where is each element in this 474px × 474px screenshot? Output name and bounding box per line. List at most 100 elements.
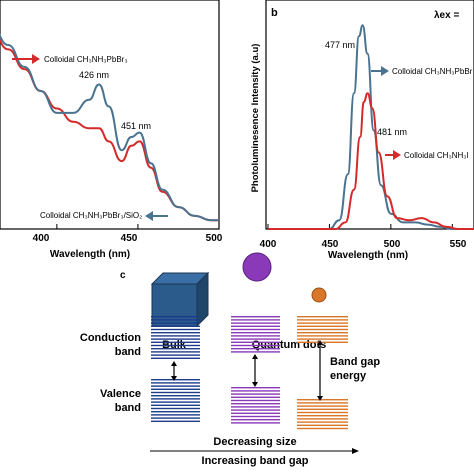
label-red-a: Colloidal CH₃NH₃PbBr₃ xyxy=(44,55,128,64)
peak-477-label: 477 nm xyxy=(325,40,355,50)
panel-c: c Bulk Quantum dots Conduction band Vale… xyxy=(80,252,380,467)
bulk-conduction-band-line xyxy=(151,322,200,324)
label-red-b: Colloidal CH₃NH₃l xyxy=(404,151,469,160)
large-dot-conduction-band-line xyxy=(231,338,280,340)
panel-a-ticks xyxy=(56,224,220,229)
peak-426-label: 426 nm xyxy=(79,70,109,80)
tick-label-500-b: 500 xyxy=(384,239,401,250)
tick-label-400-b: 400 xyxy=(260,239,277,250)
small-dot-valence-band-line xyxy=(297,411,348,414)
bulk-valence-band xyxy=(151,379,200,422)
bulk-conduction-band-line xyxy=(151,325,200,327)
bulk-valence-band-line xyxy=(151,379,200,381)
large-dot-conduction-band-line xyxy=(231,348,280,350)
bulk-conduction-band-line xyxy=(151,348,200,350)
tick-label-400-a: 400 xyxy=(33,233,50,244)
bulk-conduction-band xyxy=(151,316,200,359)
panel-b-series-blue-line xyxy=(267,24,474,230)
small-dot-valence-band-line xyxy=(297,421,348,423)
large-dot-conduction-band-line xyxy=(231,344,280,347)
tick-label-500-a: 500 xyxy=(206,233,223,244)
large-dot-conduction-band-line xyxy=(231,332,280,334)
large-quantum-dot-icon xyxy=(242,252,272,282)
decreasing-size-label: Decreasing size xyxy=(213,436,296,448)
large-dot-conduction-band-line xyxy=(231,335,280,337)
small-quantum-dot-icon xyxy=(311,287,327,303)
small-dot-conduction-band-line xyxy=(297,341,348,343)
tick-label-550-b: 550 xyxy=(450,239,467,250)
panel-b: b λex = Photoluminesence Intensity (a.u)… xyxy=(250,0,474,261)
panel-c-letter: c xyxy=(120,270,126,281)
small-dot-valence-band-line xyxy=(297,402,348,404)
small-dot-conduction-band-line xyxy=(297,328,348,331)
bulk-valence-band-line xyxy=(151,385,200,387)
small-dot-conduction-band-line xyxy=(297,332,348,334)
large-dot-conduction-band-line xyxy=(231,325,280,327)
bulk-valence-band-line xyxy=(151,411,200,413)
tick-label-450-a: 450 xyxy=(121,233,138,244)
small-dot-valence-band xyxy=(297,399,348,430)
panel-a-series-blue-line xyxy=(0,33,219,222)
small-dot-conduction-band xyxy=(297,316,348,343)
large-dot-valence-band xyxy=(231,387,280,424)
ylabel-b: Photoluminesence Intensity (a.u) xyxy=(250,44,261,193)
small-dot-valence-band-line xyxy=(297,408,348,410)
panel-a-frame xyxy=(0,0,220,230)
valence-label-1: Valence xyxy=(100,388,141,400)
small-dot-conduction-band-line xyxy=(297,322,348,324)
bulk-conduction-band-line xyxy=(151,338,200,340)
peak-481-label: 481 nm xyxy=(377,127,407,137)
bulk-valence-band-line xyxy=(151,420,200,422)
small-dot-valence-band-line xyxy=(297,415,348,417)
bulk-conduction-band-line xyxy=(151,335,200,337)
panel-a: 426 nm 451 nm Colloidal CH₃NH₃PbBr₃ Coll… xyxy=(0,0,223,260)
label-blue-a: Colloidal CH₃NH₃PbBr₃/SiO₂ xyxy=(40,211,142,220)
small-dot-conduction-band-line xyxy=(297,325,348,327)
energy-band-stacks xyxy=(151,316,348,430)
bulk-valence-band-line xyxy=(151,391,200,394)
large-dot-valence-band-line xyxy=(231,387,280,389)
peak-451-label: 451 nm xyxy=(121,121,151,131)
bulk-conduction-band-line xyxy=(151,351,200,353)
panel-b-frame xyxy=(265,0,474,230)
small-dot-valence-band-line xyxy=(297,424,348,426)
arrow-red-b-head xyxy=(393,150,401,160)
xlabel-b: Wavelength (nm) xyxy=(328,250,408,261)
bulk-conduction-band-line xyxy=(151,316,200,318)
large-dot-valence-band-line xyxy=(231,409,280,411)
bulk-cube-icon xyxy=(150,271,210,328)
bulk-valence-band-line xyxy=(151,407,200,410)
large-dot-conduction-band-line xyxy=(231,341,280,343)
large-dot-conduction-band-line xyxy=(231,319,280,321)
bulk-valence-band-line xyxy=(151,401,200,403)
small-dot-conduction-band-line xyxy=(297,316,348,318)
valence-label-2: band xyxy=(115,402,141,414)
bulk-conduction-band-line xyxy=(151,357,200,359)
bulk-valence-band-line xyxy=(151,382,200,384)
large-dot-valence-band-line xyxy=(231,403,280,405)
large-dot-valence-band-line xyxy=(231,390,280,392)
large-dot-conduction-band-line xyxy=(231,328,280,331)
large-dot-valence-band-line xyxy=(231,406,280,408)
panel-b-letter: b xyxy=(271,7,278,19)
panel-a-lines xyxy=(0,33,219,222)
small-dot-gap-arrow xyxy=(317,340,323,401)
band-gap-label-2: energy xyxy=(330,370,367,382)
small-dot-valence-band-line xyxy=(297,405,348,407)
small-dot-valence-band-line xyxy=(297,399,348,401)
bulk-conduction-band-line xyxy=(151,341,200,343)
large-dot-valence-band-line xyxy=(231,422,280,424)
large-dot-gap-arrow xyxy=(252,354,258,387)
arrow-red-a-head xyxy=(32,54,40,64)
small-dot-valence-band-line xyxy=(297,427,348,430)
panel-b-lines xyxy=(267,24,474,231)
large-dot-valence-band-line xyxy=(231,419,280,421)
bulk-valence-band-line xyxy=(151,388,200,390)
large-dot-conduction-band-line xyxy=(231,351,280,353)
bulk-conduction-band-line xyxy=(151,344,200,347)
large-dot-valence-band-line xyxy=(231,412,280,414)
decreasing-arrow-head xyxy=(352,448,359,454)
bulk-valence-band-line xyxy=(151,414,200,416)
bulk-valence-band-line xyxy=(151,417,200,419)
small-dot-valence-band-line xyxy=(297,418,348,420)
